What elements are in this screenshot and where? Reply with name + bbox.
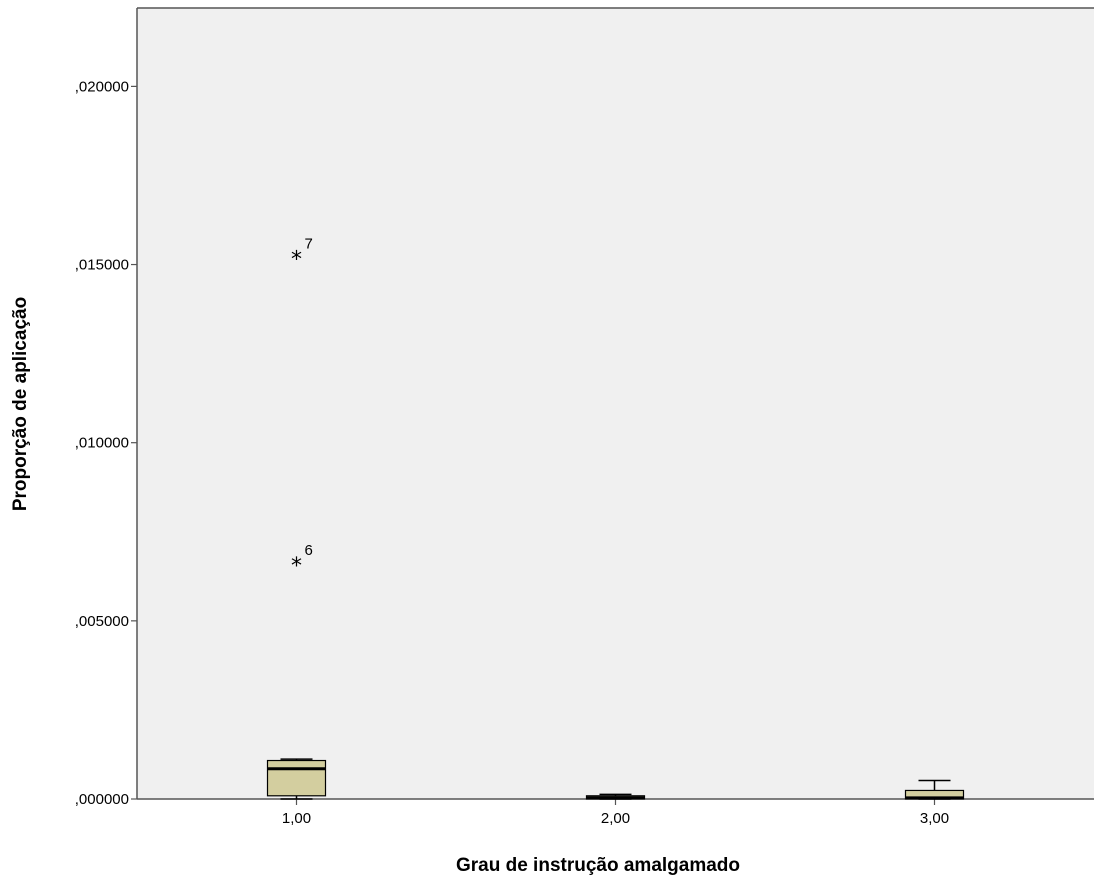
- box-iqr: [266, 759, 327, 797]
- y-tick-label: ,000000: [75, 791, 129, 808]
- plot-area: [137, 8, 1094, 799]
- outlier-label: 6: [305, 542, 313, 559]
- y-axis: ,000000 ,005000 ,010000 ,015000 ,020000: [75, 7, 1094, 808]
- y-tick-label: ,005000: [75, 613, 129, 630]
- outlier-marker: *: [291, 554, 302, 579]
- box-group: *7*6: [266, 235, 327, 800]
- x-tick-label: 3,00: [920, 810, 949, 827]
- outlier-label: 7: [305, 235, 313, 252]
- x-axis-title: Grau de instrução amalgamado: [456, 855, 740, 876]
- y-tick-label: ,020000: [75, 78, 129, 95]
- outlier-marker: *: [291, 247, 302, 272]
- y-tick-label: ,010000: [75, 435, 129, 452]
- box-group: [585, 793, 646, 800]
- box-series: *7*6: [266, 235, 965, 800]
- y-tick-label: ,015000: [75, 257, 129, 274]
- x-axis: 1,00 2,00 3,00: [137, 798, 1094, 827]
- x-tick-label: 2,00: [601, 810, 630, 827]
- box-group: [904, 779, 965, 800]
- y-axis-title: Proporção de aplicação: [10, 297, 31, 511]
- x-tick-label: 1,00: [282, 810, 311, 827]
